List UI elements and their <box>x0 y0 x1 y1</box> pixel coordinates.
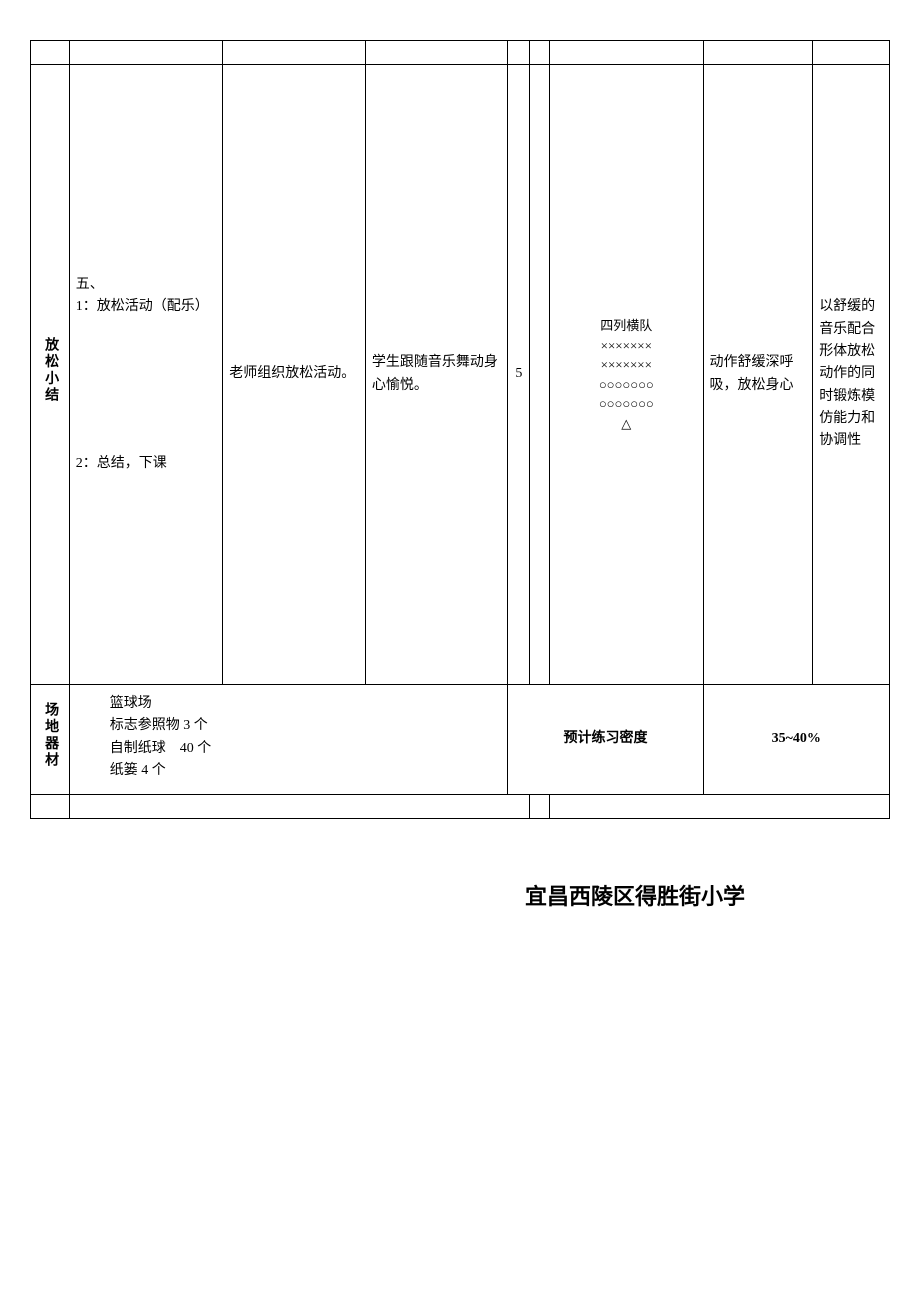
formation-cell: 四列横队 ××××××× ××××××× ○○○○○○○ ○○○○○○○ △ <box>550 65 704 685</box>
relaxation-section-row: 放松小结 五、 1：放松活动（配乐） 2：总结，下课 老师组织放松活动。 学生跟… <box>31 65 890 685</box>
design-intent-cell: 以舒缓的音乐配合形体放松动作的同时锻炼模仿能力和协调性 <box>813 65 890 685</box>
teacher-activity-cell: 老师组织放松活动。 <box>223 65 366 685</box>
equipment-content-cell: 篮球场 标志参照物 3 个 自制纸球 40 个 纸篓 4 个 <box>69 685 508 795</box>
student-activity-cell: 学生跟随音乐舞动身心愉悦。 <box>365 65 508 685</box>
header-spacer-row <box>31 41 890 65</box>
formation-row2: ××××××× <box>556 355 697 375</box>
formation-row1: ××××××× <box>556 336 697 356</box>
key-points-cell: 动作舒缓深呼吸，放松身心 <box>703 65 813 685</box>
equipment-row: 场地器材 篮球场 标志参照物 3 个 自制纸球 40 个 纸篓 4 个 预计练习… <box>31 685 890 795</box>
section-label-cell: 放松小结 <box>31 65 70 685</box>
activity-content-cell: 五、 1：放松活动（配乐） 2：总结，下课 <box>69 65 223 685</box>
footer-spacer-row <box>31 795 890 819</box>
time-cell: 5 <box>508 65 530 685</box>
formation-row4: ○○○○○○○ <box>556 394 697 414</box>
density-label-cell: 预计练习密度 <box>508 685 703 795</box>
spacer-cell <box>530 65 550 685</box>
school-name: 宜昌西陵区得胜街小学 <box>370 879 900 911</box>
equipment-label: 场地器材 <box>39 702 61 769</box>
formation-row3: ○○○○○○○ <box>556 375 697 395</box>
density-value-cell: 35~40% <box>703 685 889 795</box>
lesson-plan-table: 放松小结 五、 1：放松活动（配乐） 2：总结，下课 老师组织放松活动。 学生跟… <box>30 40 890 819</box>
section-label: 放松小结 <box>39 337 61 404</box>
formation-title: 四列横队 <box>556 316 697 336</box>
formation-teacher-mark: △ <box>556 414 697 434</box>
equipment-label-cell: 场地器材 <box>31 685 70 795</box>
